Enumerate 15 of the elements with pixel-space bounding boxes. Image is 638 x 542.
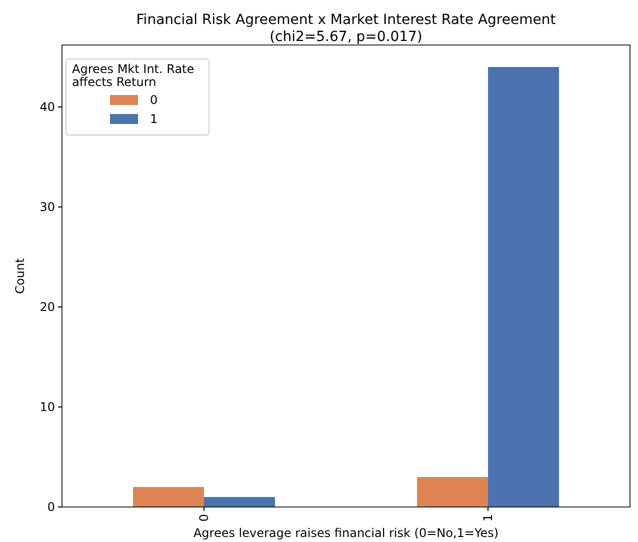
- x-axis-title: Agrees leverage raises financial risk (0=No,1=Yes): [193, 526, 499, 540]
- y-tick-label: 40: [40, 100, 55, 114]
- y-tick-label: 10: [40, 400, 55, 414]
- legend-title: Agrees Mkt Int. Rate affects Return: [72, 62, 194, 89]
- bar: [133, 487, 204, 507]
- chart-subtitle: (chi2=5.67, p=0.017): [270, 29, 422, 45]
- legend-label: 0: [150, 93, 158, 108]
- y-tick-label: 20: [40, 300, 55, 314]
- bar: [488, 67, 559, 507]
- legend-label: 1: [150, 112, 158, 126]
- y-axis-title: Count: [13, 258, 27, 294]
- bar: [417, 477, 488, 507]
- chart-title: Financial Risk Agreement x Market Interest Rate Agreement: [136, 12, 556, 28]
- bar: [204, 497, 275, 507]
- y-tick-label: 30: [40, 200, 55, 214]
